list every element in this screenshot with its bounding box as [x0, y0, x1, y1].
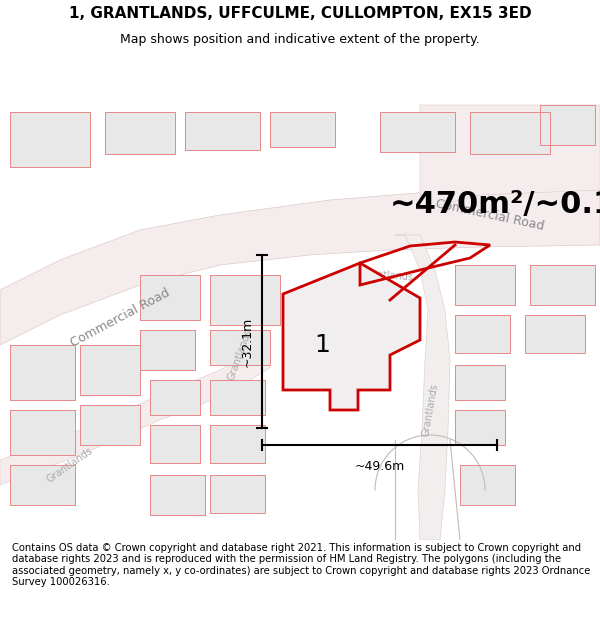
- Text: 1: 1: [314, 333, 330, 357]
- Text: Grantlands: Grantlands: [226, 328, 254, 382]
- Bar: [210, 425, 265, 463]
- Bar: [455, 365, 505, 400]
- Bar: [380, 112, 455, 152]
- Bar: [210, 275, 280, 325]
- Bar: [540, 105, 595, 145]
- Bar: [80, 345, 140, 395]
- Text: 1, GRANTLANDS, UFFCULME, CULLOMPTON, EX15 3ED: 1, GRANTLANDS, UFFCULME, CULLOMPTON, EX1…: [68, 6, 532, 21]
- Polygon shape: [0, 182, 600, 345]
- Bar: [140, 330, 195, 370]
- Text: ~470m²/~0.116ac.: ~470m²/~0.116ac.: [390, 191, 600, 219]
- Bar: [140, 275, 200, 320]
- Polygon shape: [0, 345, 270, 485]
- Text: Commercial Road: Commercial Road: [434, 197, 545, 233]
- Text: Commercial Road: Commercial Road: [68, 286, 172, 350]
- Bar: [455, 265, 515, 305]
- Bar: [185, 112, 260, 150]
- Bar: [455, 315, 510, 353]
- Bar: [150, 425, 200, 463]
- Bar: [150, 425, 200, 463]
- Text: Map shows position and indicative extent of the property.: Map shows position and indicative extent…: [120, 32, 480, 46]
- Bar: [470, 112, 550, 154]
- Bar: [10, 345, 75, 400]
- Bar: [185, 112, 260, 150]
- Bar: [10, 465, 75, 505]
- Bar: [530, 265, 595, 305]
- Bar: [460, 465, 515, 505]
- Bar: [80, 345, 140, 395]
- Bar: [10, 345, 75, 400]
- Bar: [140, 330, 195, 370]
- Bar: [105, 112, 175, 154]
- Bar: [10, 410, 75, 455]
- Bar: [460, 465, 515, 505]
- Bar: [455, 410, 505, 445]
- Bar: [10, 410, 75, 455]
- Bar: [525, 315, 585, 353]
- Bar: [455, 410, 505, 445]
- Text: Grantlands: Grantlands: [360, 268, 414, 282]
- Bar: [210, 330, 270, 365]
- Bar: [470, 112, 550, 154]
- Bar: [455, 265, 515, 305]
- Bar: [140, 275, 200, 320]
- Bar: [210, 380, 265, 415]
- Bar: [530, 265, 595, 305]
- Bar: [270, 112, 335, 147]
- Bar: [80, 405, 140, 445]
- Text: Grantlands: Grantlands: [421, 382, 440, 438]
- Bar: [210, 475, 265, 513]
- Bar: [525, 315, 585, 353]
- Bar: [270, 112, 335, 147]
- Text: Contains OS data © Crown copyright and database right 2021. This information is : Contains OS data © Crown copyright and d…: [12, 542, 590, 588]
- Bar: [380, 112, 455, 152]
- Bar: [10, 112, 90, 167]
- Bar: [10, 112, 90, 167]
- Bar: [210, 475, 265, 513]
- Bar: [105, 112, 175, 154]
- Polygon shape: [395, 235, 450, 540]
- Bar: [80, 405, 140, 445]
- Bar: [150, 380, 200, 415]
- Polygon shape: [283, 263, 420, 410]
- Bar: [210, 330, 270, 365]
- Bar: [455, 365, 505, 400]
- Bar: [150, 380, 200, 415]
- Bar: [210, 425, 265, 463]
- Text: ~49.6m: ~49.6m: [355, 460, 404, 473]
- Bar: [540, 105, 595, 145]
- Text: Grantlands: Grantlands: [45, 446, 95, 484]
- Bar: [210, 380, 265, 415]
- Text: ~32.1m: ~32.1m: [241, 316, 254, 367]
- Polygon shape: [420, 105, 600, 210]
- Bar: [210, 275, 280, 325]
- Bar: [150, 475, 205, 515]
- Bar: [150, 475, 205, 515]
- Bar: [10, 465, 75, 505]
- Bar: [455, 315, 510, 353]
